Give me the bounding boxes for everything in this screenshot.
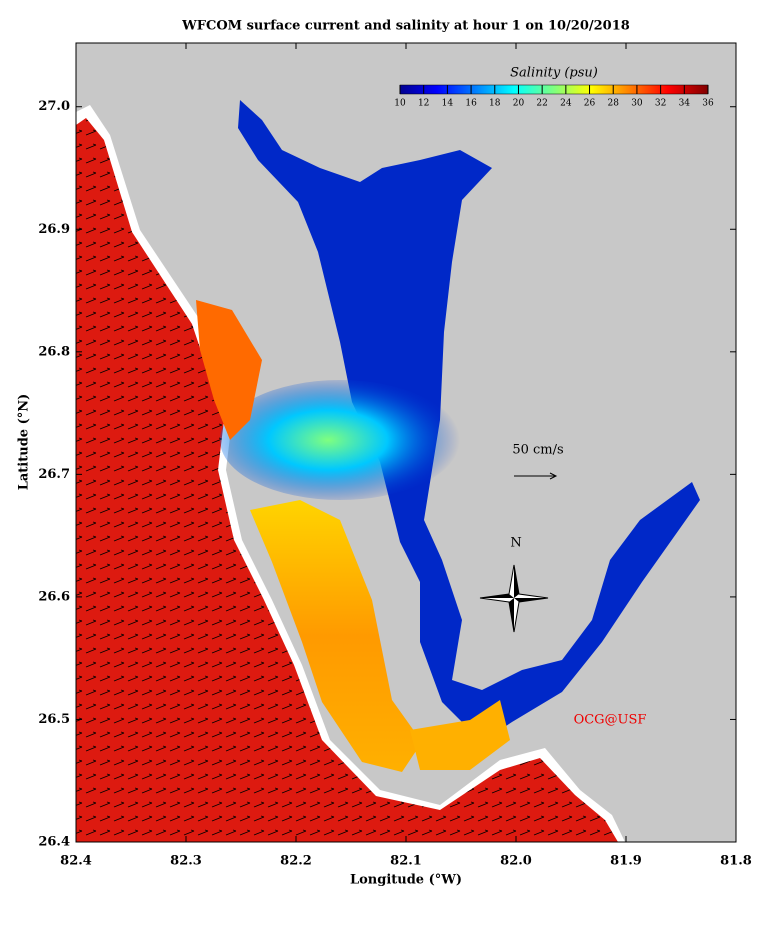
x-tick-label: 82.2 [280,854,312,869]
colorbar-tick-label: 14 [442,99,454,109]
colorbar-title: Salinity (psu) [510,66,598,81]
x-axis-label: Longitude (°W) [350,873,462,888]
x-tick-label: 82.4 [60,854,92,869]
colorbar-tick-label: 16 [465,99,477,109]
colorbar-tick-label: 12 [418,99,429,109]
credit: OCG@USF [574,713,647,728]
y-tick-label: 26.5 [38,712,70,727]
y-tick-label: 26.6 [38,589,70,604]
colorbar-tick-label: 18 [489,99,501,109]
map-area [76,43,736,842]
colorbar-tick-label: 30 [631,99,643,109]
colorbar-tick-label: 26 [584,99,596,109]
x-tick-label: 82.0 [500,854,532,869]
san-carlos-bay [410,700,510,770]
colorbar-tick-label: 32 [655,99,666,109]
x-tick-label: 81.9 [610,854,642,869]
colorbar [399,84,709,95]
colorbar-tick-label: 28 [608,99,620,109]
y-tick-label: 26.8 [38,344,70,359]
colorbar-tick-label: 20 [513,99,525,109]
x-tick-label: 81.8 [720,854,752,869]
pine-island-sound [250,500,422,772]
lemon-bay [196,300,262,440]
colorbar-tick-label: 24 [560,99,572,109]
current-vectors [76,118,618,842]
y-tick-label: 26.7 [38,467,70,482]
harbor-mouth-mixing [220,380,460,500]
y-axis-label: Latitude (°N) [17,394,32,491]
x-tick-label: 82.3 [170,854,202,869]
y-tick-label: 27.0 [38,99,70,114]
scale-label: 50 cm/s [512,443,563,458]
scale-arrow-head [549,472,558,480]
map-title: WFCOM surface current and salinity at ho… [181,19,630,34]
y-tick-label: 26.9 [38,222,70,237]
colorbar-tick-label: 22 [536,99,547,109]
colorbar-tick-label: 34 [679,99,691,109]
y-tick-label: 26.4 [38,835,70,850]
colorbar-tick-label: 36 [702,99,714,109]
compass-rose-shading [480,565,548,632]
charlotte-harbor [238,100,700,742]
compass-label: N [510,536,521,551]
colorbar-tick-label: 10 [394,99,406,109]
x-tick-label: 82.1 [390,854,422,869]
